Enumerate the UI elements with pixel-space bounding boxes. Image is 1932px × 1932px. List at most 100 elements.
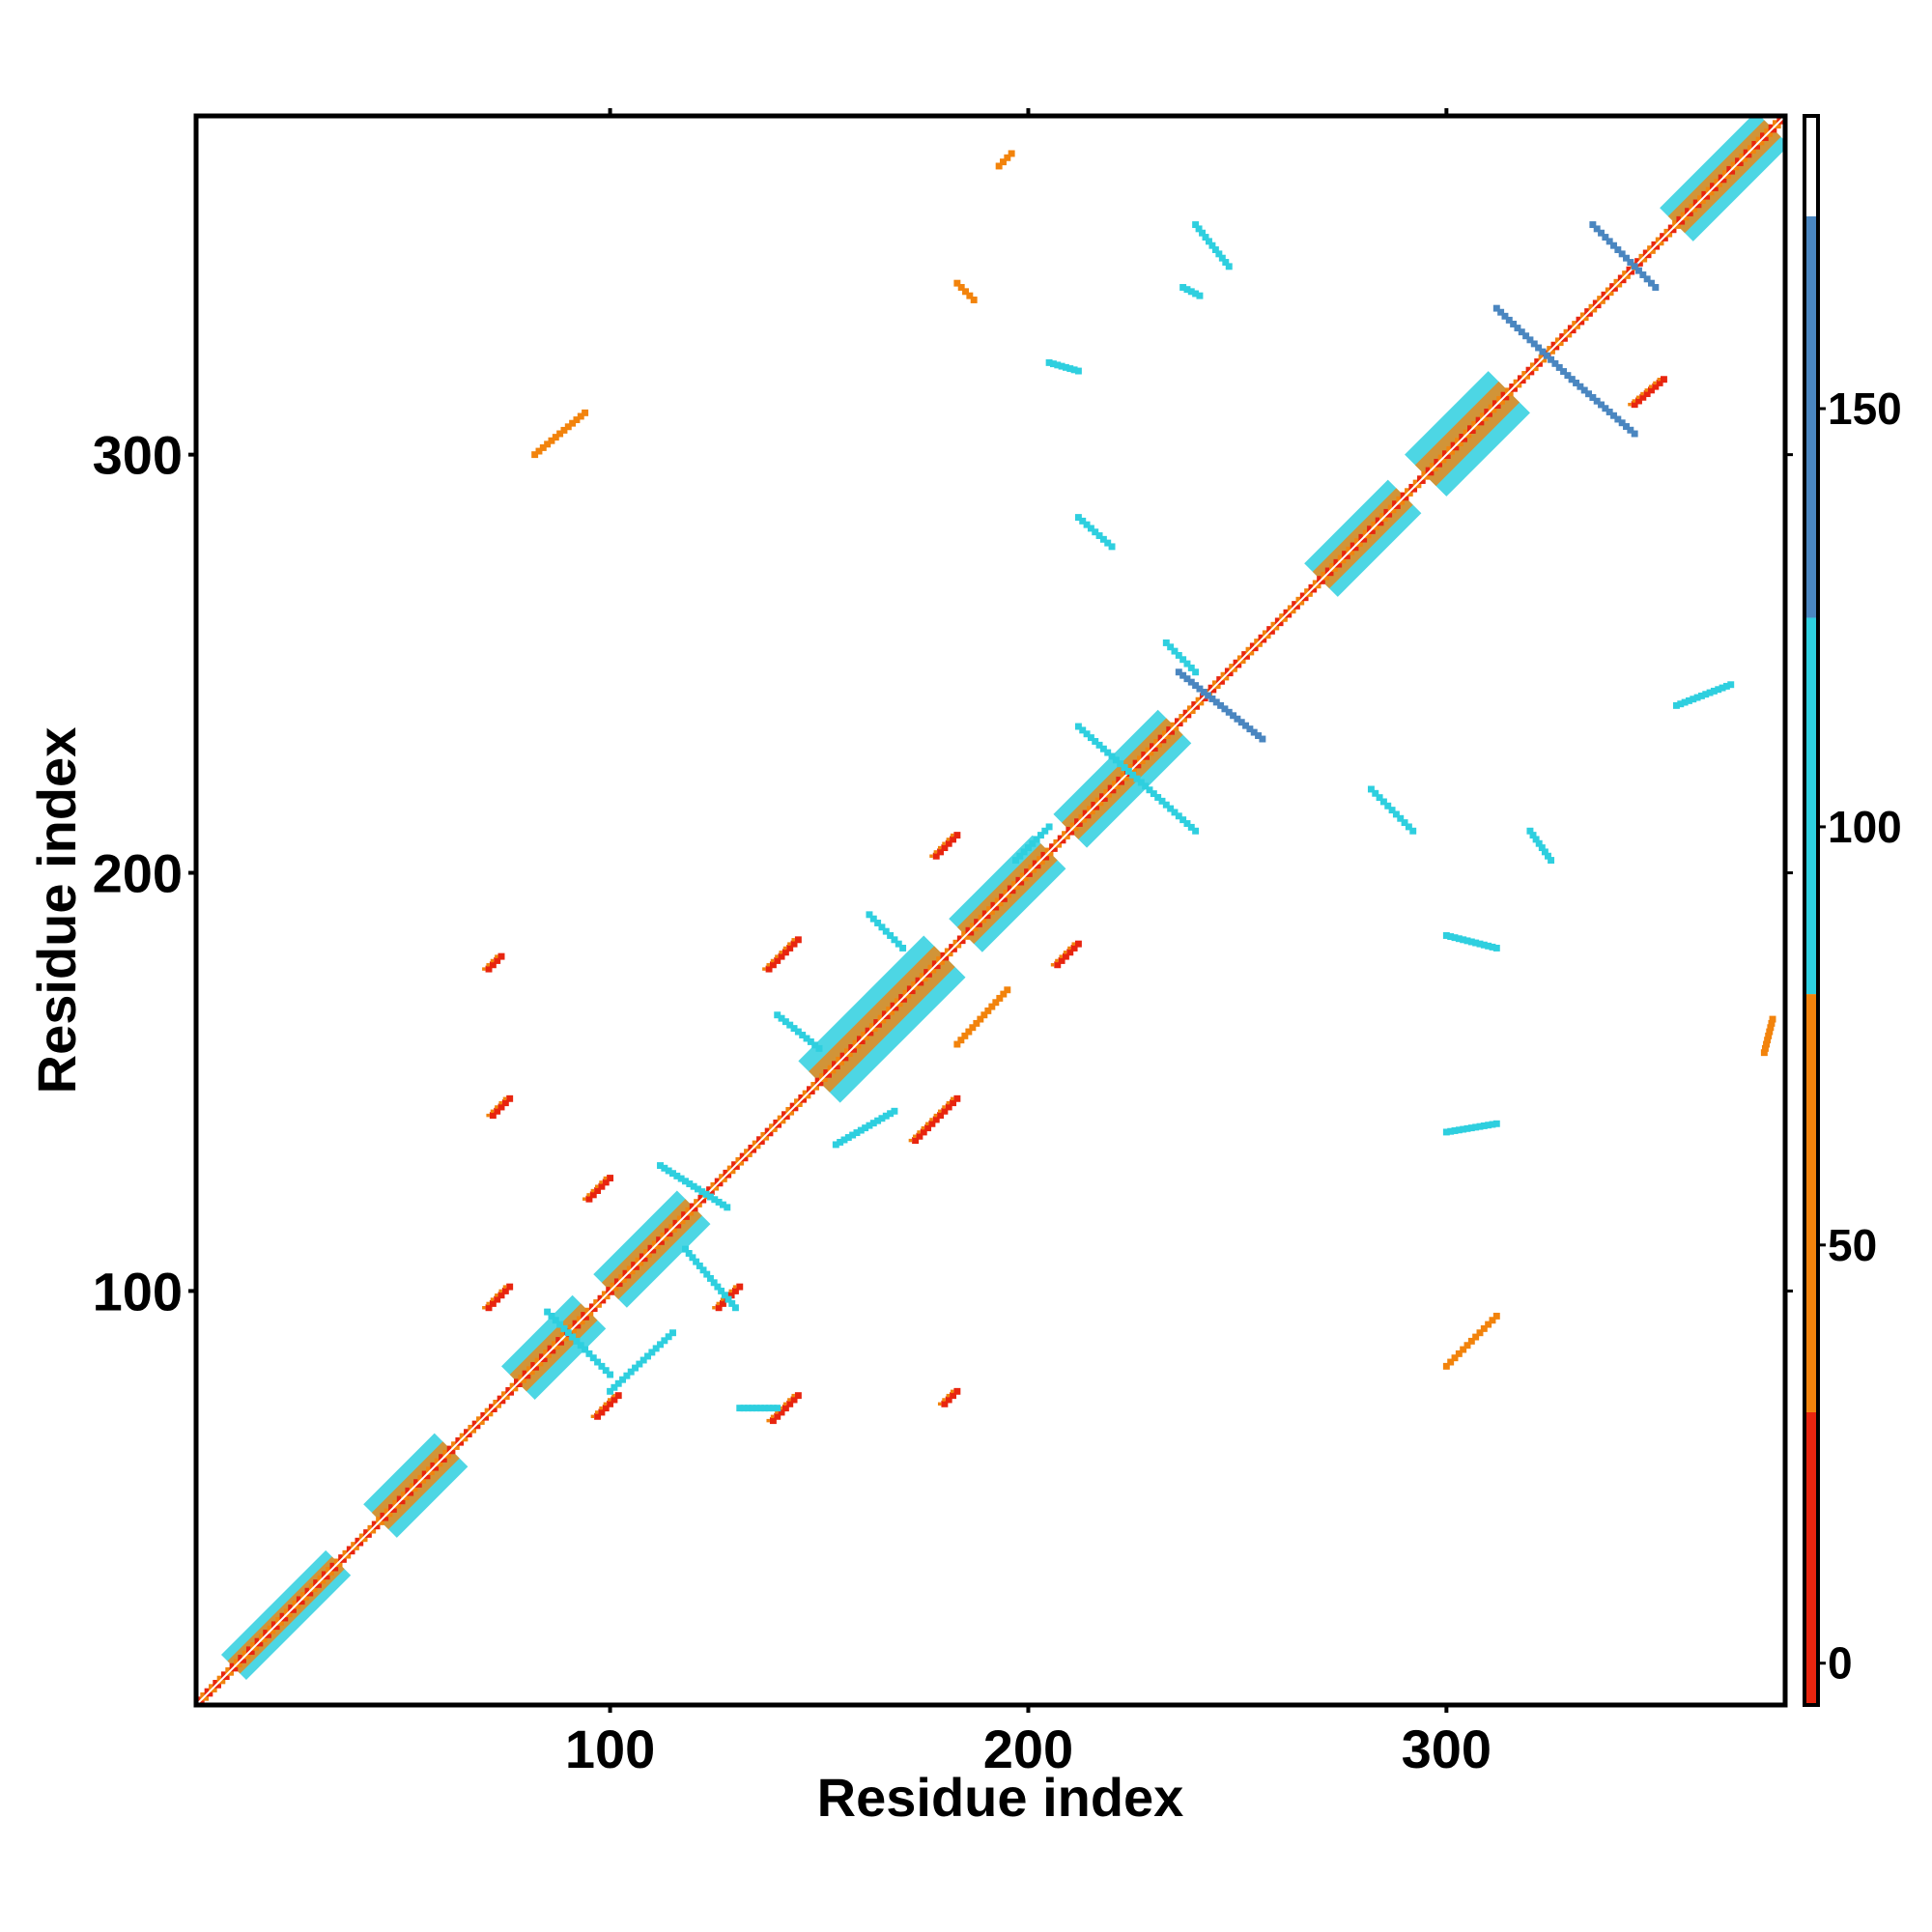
contact-cell (1175, 668, 1182, 676)
contact-cell (1225, 708, 1233, 716)
contact-cell (1200, 689, 1208, 696)
contact-cell (1379, 798, 1387, 806)
contact-cell (599, 1180, 603, 1184)
contact-cell (665, 1167, 672, 1175)
contact-cell (1589, 221, 1597, 229)
contact-cell (1062, 952, 1069, 960)
contact-cell (941, 1400, 949, 1407)
contact-cell (790, 1396, 798, 1404)
contact-cell (619, 1376, 627, 1383)
contact-cell (1242, 722, 1250, 729)
contact-cell (1409, 827, 1417, 835)
contact-cell (482, 967, 486, 971)
contact-cell (1037, 832, 1044, 839)
contact-cell (489, 961, 497, 969)
contact-cell (1212, 698, 1220, 706)
contact-cell (1763, 1040, 1770, 1048)
contact-cell (724, 1204, 731, 1211)
contact-cell (1460, 936, 1467, 944)
contact-cell (1222, 259, 1230, 266)
contact-cell (787, 942, 791, 946)
contact-cell (1146, 786, 1153, 794)
contact-cell (1768, 1019, 1776, 1027)
contact-cell (1618, 419, 1626, 427)
contact-cell (1447, 1127, 1455, 1135)
colorbar-tick-label-1: 50 (1828, 1220, 1877, 1270)
contact-cell (815, 1044, 823, 1052)
contact-cell (946, 838, 951, 841)
contact-cell (778, 1408, 785, 1416)
contact-cell (1767, 1024, 1775, 1032)
contact-cell (611, 1396, 618, 1404)
contact-cell (953, 1387, 961, 1395)
contact-cell (1635, 397, 1642, 405)
contact-cell (1062, 363, 1069, 371)
contact-cell (1401, 819, 1408, 827)
contact-cell (1497, 308, 1505, 316)
contact-cell (770, 958, 775, 963)
contact-cell (1388, 807, 1396, 814)
contact-cell (1760, 1049, 1768, 1057)
contact-cell (778, 1014, 785, 1022)
contact-cell (598, 1408, 606, 1416)
contact-cell (564, 1329, 572, 1337)
contact-cell (950, 836, 957, 843)
contact-cell (874, 920, 882, 926)
contact-cell (594, 1410, 599, 1414)
contact-cell (937, 845, 942, 850)
contact-cell (494, 956, 501, 964)
contact-cell (1447, 1358, 1455, 1366)
colorbar: 0 50 100 150 (1803, 114, 1902, 1707)
contact-cell (1476, 940, 1484, 948)
contact-cell (1074, 723, 1082, 730)
contact-cell (486, 963, 490, 967)
contact-cell (941, 844, 949, 852)
contact-cell (1000, 158, 1007, 166)
contact-cell (482, 1306, 486, 1310)
contact-cell (1179, 816, 1187, 824)
contact-cell (1614, 415, 1622, 423)
plot-frame (193, 113, 1788, 1708)
contact-cell (495, 1105, 498, 1109)
contact-cell (1442, 1362, 1450, 1370)
contact-cell (937, 1402, 942, 1406)
contact-cell (1593, 225, 1601, 233)
contact-cell (1041, 827, 1049, 835)
contact-cell (1142, 782, 1150, 790)
contact-cell (1179, 671, 1187, 679)
contact-cell (732, 1285, 737, 1289)
contact-cell (1610, 242, 1617, 249)
contact-cell (715, 1304, 723, 1312)
contact-cell (924, 1124, 932, 1132)
contact-cell (603, 1176, 608, 1180)
contact-cell (1246, 725, 1254, 733)
contact-cell (577, 1342, 584, 1350)
contact-cell (548, 437, 555, 444)
contact-cell (1206, 238, 1212, 245)
contact-cell (1447, 933, 1455, 941)
contact-cell (560, 426, 568, 434)
contact-cell (577, 412, 584, 420)
contact-cell (887, 932, 895, 939)
contact-cell (1548, 355, 1555, 363)
contact-cell (603, 1402, 608, 1406)
colorbar-tick-label-2: 100 (1828, 802, 1902, 852)
contact-cell (1070, 944, 1078, 952)
contact-cell (552, 1317, 559, 1324)
contact-cell (1660, 376, 1667, 384)
contact-cell (1063, 951, 1067, 954)
contact-cell (1467, 1337, 1475, 1345)
contact-cell (1702, 691, 1710, 698)
contact-cell (586, 1193, 590, 1197)
contact-cell (941, 1107, 949, 1115)
contact-cell (589, 1354, 597, 1362)
contact-cell (996, 994, 1004, 1002)
contact-cell (945, 839, 952, 847)
contact-cell (744, 1405, 752, 1412)
contact-cell (594, 1358, 602, 1366)
contact-cell (791, 1393, 795, 1398)
contact-cell (497, 1292, 505, 1299)
contact-cell (489, 1299, 497, 1307)
contact-cell (775, 954, 779, 958)
contact-cell (787, 1398, 791, 1402)
